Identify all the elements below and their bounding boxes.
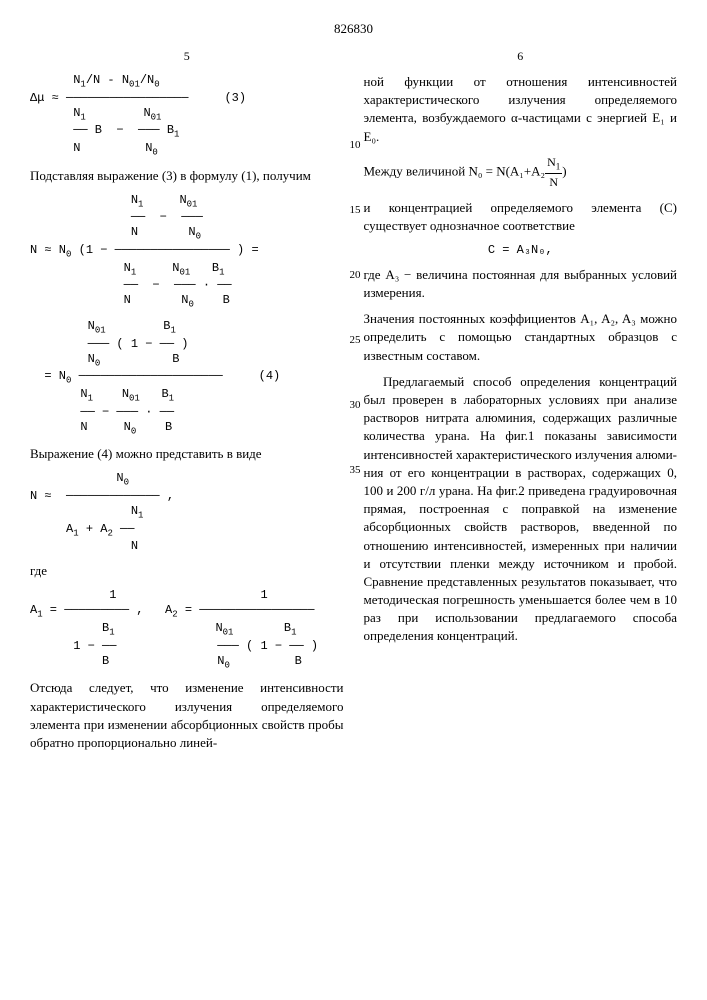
p2a: Между величиной N₀ = N(A₁+A₂ [364,163,546,178]
equation-c: C = A₃N₀, [364,243,678,258]
paragraph-r5: Значения постоянных коэффициентов A₁, A₂… [364,310,678,365]
right-column: 6 10 15 20 25 30 35 ной функции от отнош… [364,48,678,760]
page-number-right: 6 [364,48,678,65]
paragraph-r1: ной функции от отношения интенсив­ностей… [364,73,678,146]
line-number-25: 25 [350,333,361,348]
left-column: 5 N1/N - N01/N0 Δμ ≈ ───────────────── (… [30,48,344,760]
paragraph-r2: Между величиной N₀ = N(A₁+A₂N1N) [364,154,678,191]
line-number-10: 10 [350,138,361,153]
document-number: 826830 [30,20,677,38]
page-root: 826830 5 N1/N - N01/N0 Δμ ≈ ────────────… [30,20,677,760]
equation-4a: N1 N01 ── − ─── N N0 N ≈ N0 (1 − ───────… [30,193,344,311]
p2b: ) [562,163,566,178]
two-column-layout: 5 N1/N - N01/N0 Δμ ≈ ───────────────── (… [30,48,677,760]
eq3-label: (3) [224,91,246,105]
paragraph-r3: и концентрацией определяемого элемен­та … [364,199,678,235]
line-number-20: 20 [350,268,361,283]
equation-5: N0 N ≈ ───────────── , N1 A1 + A2 ── N [30,471,344,554]
line-number-30: 30 [350,398,361,413]
equation-4b: N01 B1 ─── ( 1 − ── ) N0 B = N0 ────────… [30,319,344,437]
frac-n1n: N1N [545,154,562,191]
page-number-left: 5 [30,48,344,65]
paragraph-1: Подставляя выражение (3) в формулу (1), … [30,167,344,185]
paragraph-2: Выражение (4) можно представить в виде [30,445,344,463]
paragraph-r4: где A₃ − величина постоянная для выбранн… [364,266,678,302]
paragraph-4: Отсюда следует, что изменение ин­тенсивн… [30,679,344,752]
where-label: где [30,562,344,580]
line-number-35: 35 [350,463,361,478]
line-number-15: 15 [350,203,361,218]
equation-3: N1/N - N01/N0 Δμ ≈ ───────────────── (3)… [30,73,344,159]
paragraph-r6: Предлагаемый способ определения концентр… [364,373,678,646]
eq4-label: (4) [259,369,281,383]
equation-a1a2: 1 1 A1 = ───────── , A2 = ──────────────… [30,588,344,671]
